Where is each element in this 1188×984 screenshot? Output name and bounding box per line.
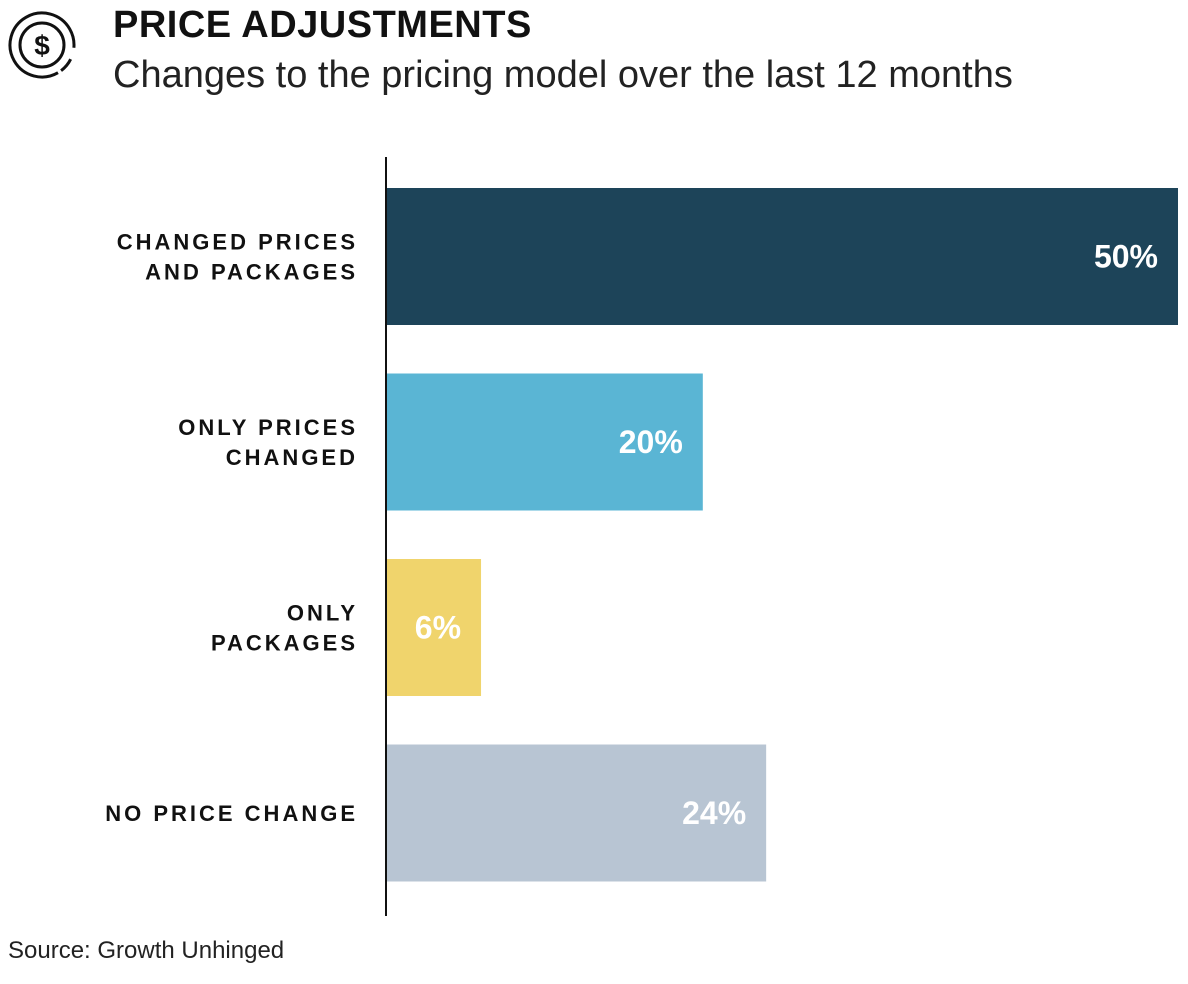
page-subtitle: Changes to the pricing model over the la…: [113, 54, 1013, 96]
bar: [386, 559, 482, 696]
bar: [386, 744, 767, 882]
category-label: AND PACKAGES: [145, 260, 358, 285]
category-label: ONLY PRICES: [178, 415, 358, 440]
bar-value-label: 6%: [415, 610, 461, 646]
dollar-circle-icon: $: [8, 11, 76, 79]
source-note: Source: Growth Unhinged: [8, 937, 285, 964]
svg-text:$: $: [34, 30, 50, 61]
bar: [386, 373, 703, 511]
bar-value-label: 24%: [682, 795, 746, 831]
category-label: PACKAGES: [211, 631, 358, 656]
category-label: CHANGED: [226, 445, 358, 470]
page-title: PRICE ADJUSTMENTS: [113, 4, 532, 46]
bar-value-label: 20%: [619, 424, 683, 460]
bar-value-label: 50%: [1094, 239, 1158, 275]
category-label: NO PRICE CHANGE: [105, 801, 358, 826]
category-label: ONLY: [287, 601, 358, 626]
bar: [386, 188, 1178, 325]
category-label: CHANGED PRICES: [117, 230, 358, 255]
